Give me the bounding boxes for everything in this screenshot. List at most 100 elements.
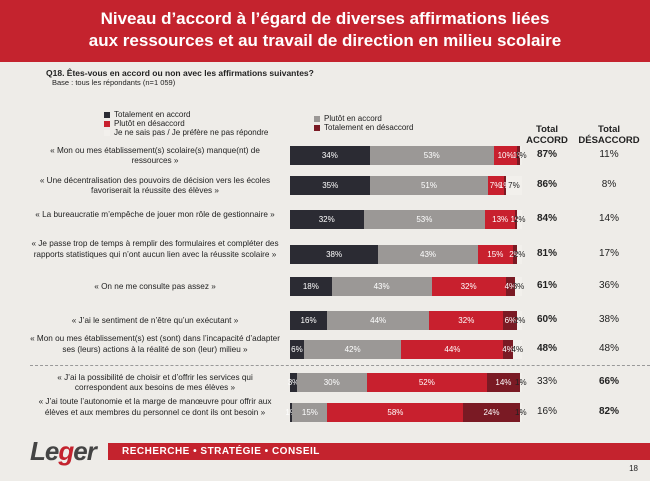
segment-value-label: 6%: [504, 316, 517, 325]
segment-somewhat-disagree: 52%: [366, 373, 488, 392]
segment-value-label: 30%: [323, 378, 340, 387]
question-text: Q18. Êtes-vous en accord ou non avec les…: [46, 68, 314, 78]
total-accord-value: 61%: [536, 280, 557, 291]
segment-value-label: 58%: [387, 408, 404, 417]
total-desaccord-value: 17%: [598, 248, 619, 259]
segment-totally-disagree: 4%: [502, 340, 514, 359]
segment-value-label: 1%: [515, 408, 527, 417]
segment-totally-disagree: 1%: [510, 210, 522, 229]
legend-swatch: [104, 129, 110, 136]
segment-totally-agree: 1%: [285, 403, 297, 422]
segment-value-label: 1%: [515, 151, 527, 160]
total-accord-value: 84%: [536, 213, 557, 224]
legend-label: Plutôt en désaccord: [114, 119, 185, 128]
segment-totally-agree: 16%: [290, 311, 328, 330]
segment-somewhat-disagree: 15%: [477, 245, 513, 264]
segment-totally-disagree: 4%: [505, 277, 516, 296]
divider: [30, 365, 650, 366]
legend-item-somewhat-disagree: Plutôt en désaccord: [104, 119, 185, 128]
stacked-bar: 16% 44% 32% 6% 2%: [290, 311, 525, 330]
statement-label: « Une décentralisation des pouvoirs de d…: [39, 175, 271, 195]
segment-somewhat-agree: 51%: [370, 176, 488, 195]
title-line-1: Niveau d’accord à l’égard de diverses af…: [100, 9, 550, 28]
segment-value-label: 35%: [322, 181, 339, 190]
legend-label: Je ne sais pas / Je préfère ne pas répon…: [114, 128, 269, 137]
segment-somewhat-disagree: 44%: [401, 340, 504, 359]
segment-value-label: 13%: [492, 215, 509, 224]
statement-label: « On ne me consulte pas assez »: [94, 281, 216, 291]
segment-dont-know: 1%: [515, 146, 527, 165]
segment-value-label: 38%: [326, 250, 343, 259]
segment-value-label: 3%: [287, 378, 300, 387]
total-accord-value: 81%: [536, 248, 557, 259]
segment-dont-know: 7%: [505, 176, 522, 195]
segment-value-label: 18%: [302, 282, 319, 291]
segment-value-label: 32%: [460, 282, 477, 291]
statement-label: « J’ai la possibilité de choisir et d’of…: [57, 372, 253, 392]
title-line-2: aux ressources et au travail de directio…: [88, 31, 562, 50]
legend-item-somewhat-agree: Plutôt en accord: [314, 114, 382, 123]
segment-value-label: 1%: [285, 408, 297, 417]
stacked-bar: 32% 53% 13% 1% 2%: [290, 210, 525, 229]
stacked-bar: 34% 53% 10% 1% 1%: [290, 146, 527, 165]
segment-somewhat-disagree: 32%: [431, 277, 506, 296]
segment-value-label: 6%: [291, 345, 303, 354]
segment-value-label: 16%: [300, 316, 317, 325]
segment-value-label: 2%: [513, 215, 526, 224]
segment-somewhat-agree: 43%: [378, 245, 478, 264]
segment-somewhat-agree: 44%: [327, 311, 430, 330]
segment-totally-agree: 34%: [290, 146, 370, 165]
segment-somewhat-agree: 43%: [331, 277, 432, 296]
segment-value-label: 7%: [489, 181, 502, 190]
statement-label: « J’ai toute l’autonomie et la marge de …: [38, 397, 272, 417]
legend-label: Totalement en désaccord: [324, 123, 414, 132]
leger-logo: Leger: [30, 436, 97, 467]
total-accord-value: 87%: [536, 149, 557, 160]
stacked-bar: 35% 51% 7% 1% 7%: [290, 176, 522, 195]
segment-value-label: 52%: [418, 378, 435, 387]
segment-totally-disagree: 1%: [513, 146, 524, 165]
segment-somewhat-agree: 30%: [296, 373, 367, 392]
segment-value-label: 15%: [487, 250, 504, 259]
segment-dont-know: 1%: [515, 373, 527, 392]
segment-somewhat-disagree: 10%: [493, 146, 518, 165]
legend-swatch: [314, 115, 320, 122]
segment-totally-agree: 35%: [290, 176, 371, 195]
segment-somewhat-disagree: 7%: [487, 176, 504, 195]
logo-part: g: [58, 436, 74, 466]
total-desaccord-value: 11%: [599, 149, 619, 160]
statement-label: « Mon ou mes établissement(s) est (sont)…: [30, 334, 280, 354]
total-desaccord-value: 48%: [598, 343, 619, 354]
legend-label: Totalement en accord: [114, 110, 191, 119]
segment-value-label: 44%: [370, 316, 387, 325]
statement-label: « Mon ou mes établissement(s) scolaire(s…: [50, 145, 260, 165]
logo-part: er: [73, 436, 97, 466]
legend-label: Plutôt en accord: [324, 114, 382, 123]
stacked-bar: 38% 43% 15% 2% 2%: [290, 245, 525, 264]
statement-label: « Je passe trop de temps à remplir des f…: [31, 239, 279, 259]
stacked-bar: 3% 30% 52% 14% 1%: [287, 373, 527, 392]
segment-value-label: 4%: [511, 345, 524, 354]
segment-somewhat-agree: 15%: [292, 403, 328, 422]
segment-value-label: 32%: [458, 316, 475, 325]
segment-somewhat-disagree: 32%: [429, 311, 504, 330]
segment-value-label: 1%: [498, 181, 511, 190]
segment-value-label: 14%: [495, 378, 512, 387]
column-header-total-accord: Total ACCORD: [526, 124, 568, 146]
legend-swatch: [104, 120, 110, 127]
segment-value-label: 34%: [321, 151, 338, 160]
segment-somewhat-agree: 53%: [363, 210, 486, 229]
legend-item-totally-disagree: Totalement en désaccord: [314, 123, 413, 132]
segment-value-label: 43%: [373, 282, 390, 291]
segment-dont-know: 2%: [514, 245, 525, 264]
segment-totally-agree: 3%: [287, 373, 300, 392]
column-header-total-desaccord: Total DÉSACCORD: [578, 124, 640, 146]
segment-value-label: 42%: [344, 345, 361, 354]
segment-value-label: 44%: [444, 345, 461, 354]
segment-totally-agree: 38%: [290, 245, 379, 264]
segment-dont-know: 2%: [514, 311, 525, 330]
segment-value-label: 43%: [420, 250, 437, 259]
title-banner: Niveau d’accord à l’égard de diverses af…: [0, 0, 650, 62]
segment-totally-agree: 18%: [290, 277, 332, 296]
total-desaccord-value: 8%: [601, 179, 617, 190]
